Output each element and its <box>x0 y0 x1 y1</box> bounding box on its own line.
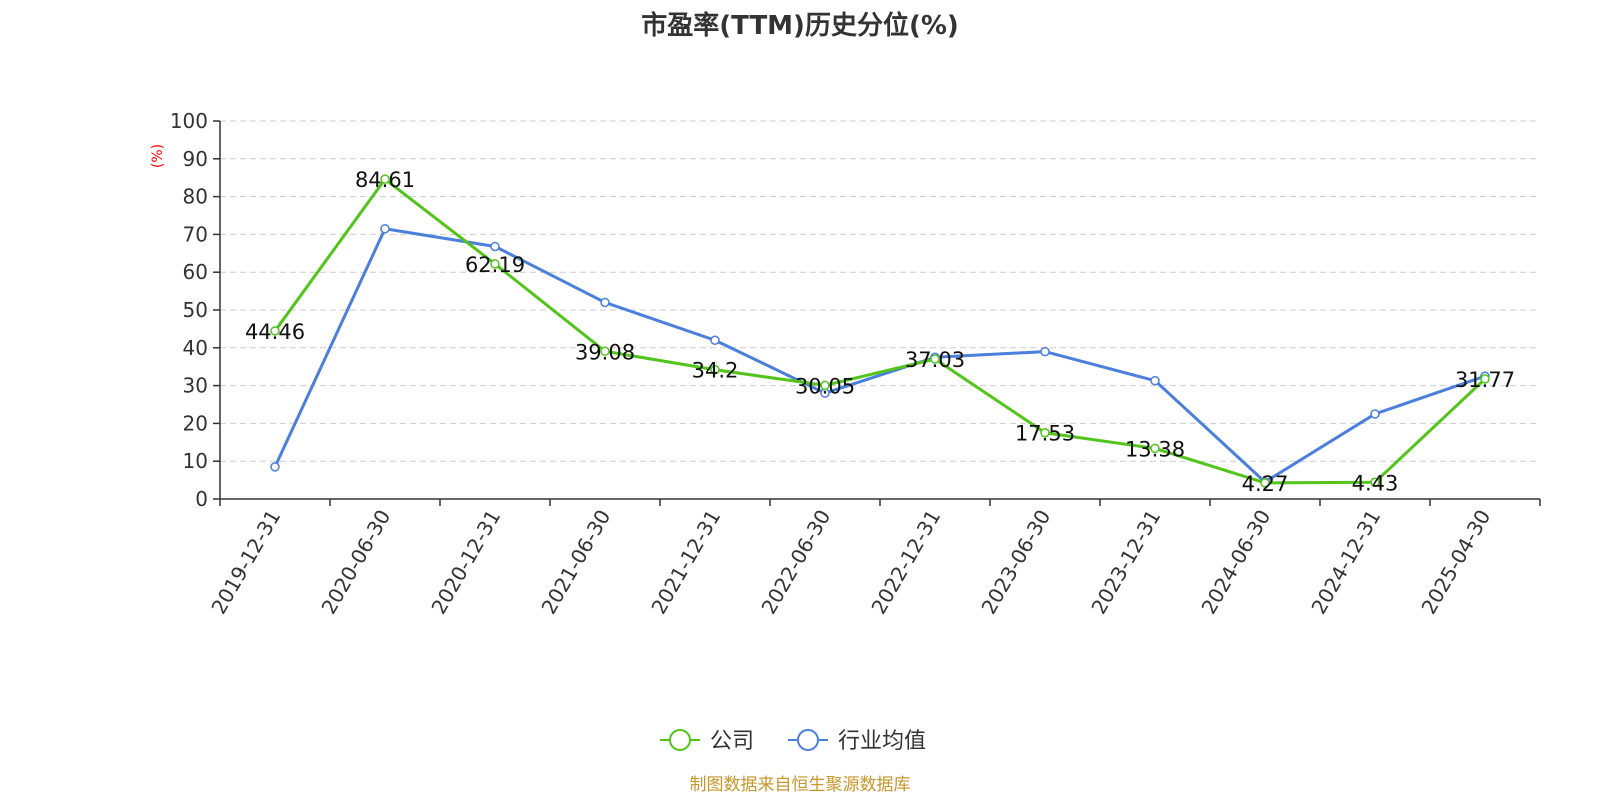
data-label: 37.03 <box>905 348 965 372</box>
x-tick-label: 2025-04-30 <box>1416 506 1495 619</box>
data-point <box>1040 427 1050 438</box>
data-label: 30.05 <box>795 374 855 398</box>
y-tick-label: 40 <box>183 336 208 360</box>
data-point <box>1260 478 1270 488</box>
y-tick-label: 80 <box>183 185 208 209</box>
series-line-1 <box>273 227 1486 484</box>
data-point <box>1040 346 1050 357</box>
data-point <box>1480 374 1490 384</box>
x-tick-label: 2024-12-31 <box>1306 506 1385 619</box>
data-label: 62.19 <box>465 253 525 277</box>
legend-marker-0 <box>669 729 691 751</box>
legend: 公司 行业均值 <box>660 729 926 754</box>
source-note: 制图数据来自恒生聚源数据库 <box>690 775 911 795</box>
series-line-0 <box>273 177 1487 485</box>
data-point <box>710 335 720 345</box>
data-point <box>380 174 390 184</box>
x-tick-label: 2024-06-30 <box>1196 506 1275 619</box>
y-tick-label: 60 <box>183 260 208 284</box>
data-point <box>1370 477 1380 488</box>
x-tick-label: 2021-06-30 <box>536 506 615 619</box>
y-tick-label: 0 <box>195 487 208 511</box>
x-tick-label: 2023-12-31 <box>1086 506 1165 619</box>
data-label: 4.27 <box>1242 472 1289 496</box>
grid-lines <box>220 120 1540 462</box>
y-tick-label: 100 <box>170 109 208 133</box>
data-label: 34.2 <box>692 359 739 383</box>
data-point <box>270 326 280 336</box>
chart-title: 市盈率(TTM)历史分位(%) <box>641 10 959 41</box>
series-lines <box>270 174 1490 488</box>
data-label: 44.46 <box>245 320 305 344</box>
y-tick-label: 30 <box>183 374 208 398</box>
data-point <box>270 462 280 472</box>
y-tick-label: 50 <box>183 298 208 322</box>
data-point <box>1150 443 1160 454</box>
data-label: 13.38 <box>1125 437 1185 461</box>
y-tick-label: 10 <box>183 449 208 473</box>
data-point <box>1370 409 1380 419</box>
data-point <box>820 380 830 391</box>
data-labels: 44.46 84.61 62.19 39.08 34.2 30.05 37.03 17.53 1… <box>245 168 1515 496</box>
data-point <box>930 354 940 364</box>
x-tick-label: 2022-12-31 <box>866 506 945 619</box>
x-tick-label: 2021-12-31 <box>646 506 725 619</box>
legend-label-0: 公司 <box>710 729 754 754</box>
data-label: 4.43 <box>1352 471 1399 495</box>
x-tick-label: 2022-06-30 <box>756 506 835 619</box>
x-tick-label: 2020-06-30 <box>316 506 395 619</box>
legend-marker-1 <box>797 729 819 751</box>
y-tick-label: 90 <box>183 147 208 171</box>
y-axis-label: (%) <box>150 144 166 168</box>
y-tick-label: 20 <box>183 411 208 435</box>
x-tick-label: 2019-12-31 <box>206 506 285 619</box>
data-point <box>710 364 720 375</box>
data-point <box>490 241 500 252</box>
legend-label-1: 行业均值 <box>838 729 926 754</box>
x-tick-label: 2020-12-31 <box>426 506 505 619</box>
data-point <box>1150 375 1160 386</box>
y-tick-label: 70 <box>183 222 208 246</box>
data-label: 31.77 <box>1455 368 1515 392</box>
data-label: 17.53 <box>1015 422 1075 446</box>
x-tick-label: 2023-06-30 <box>976 506 1055 619</box>
y-axis-ticks: 0 10 20 30 40 50 60 70 80 90 100 <box>170 109 220 511</box>
data-point <box>490 259 500 269</box>
data-point <box>600 297 610 308</box>
data-label: 39.08 <box>575 340 635 364</box>
data-point <box>380 223 390 234</box>
x-axis-ticks: 2019-12-31 2020-06-30 2020-12-31 2021-06-30… <box>206 499 1541 619</box>
data-point <box>600 346 610 357</box>
data-label: 84.61 <box>355 168 415 192</box>
